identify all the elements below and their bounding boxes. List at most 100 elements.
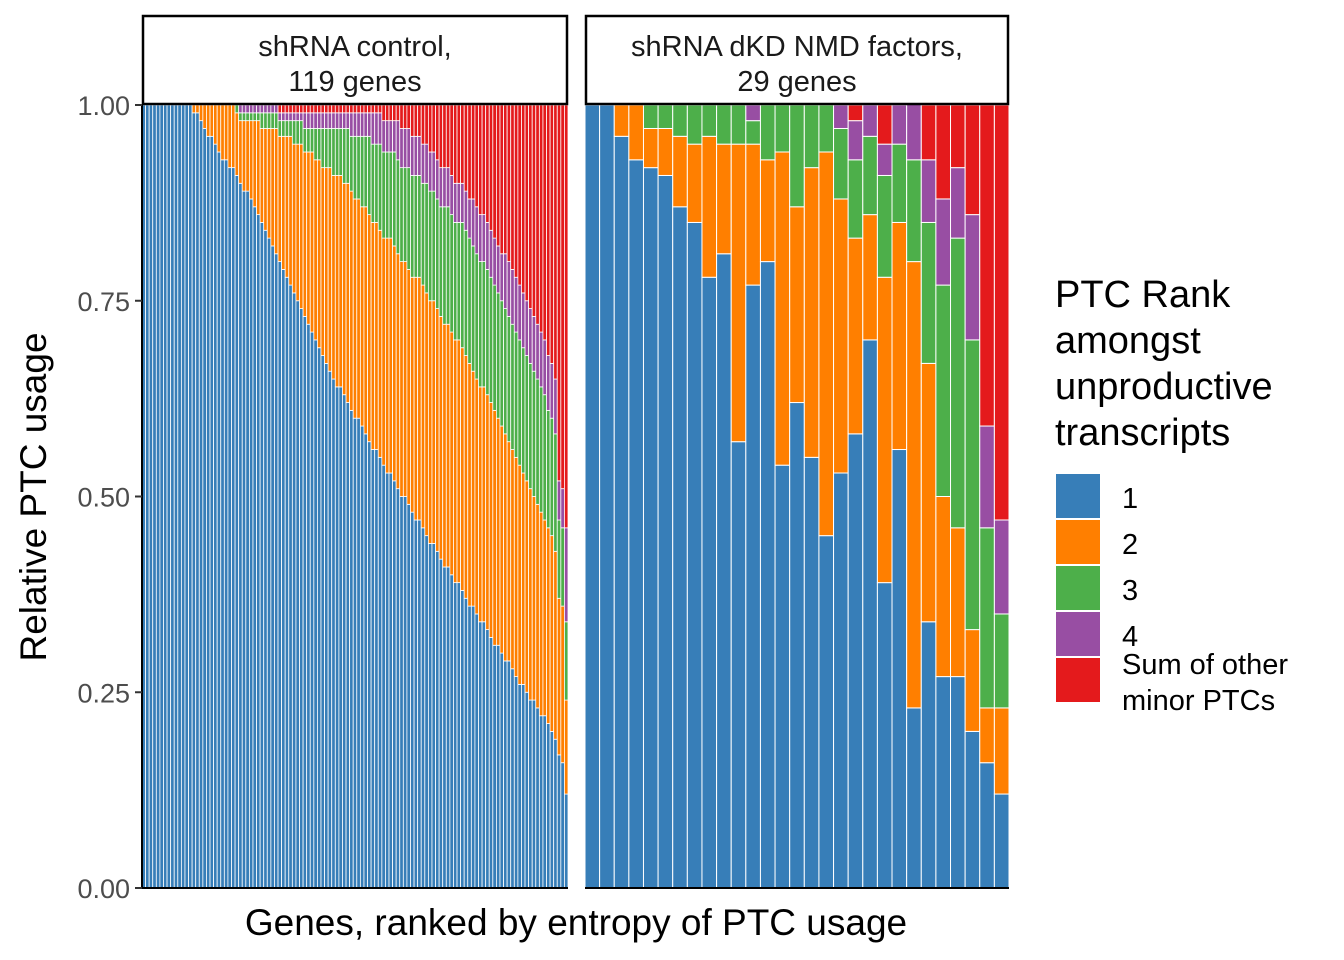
bar-segment-other xyxy=(876,104,893,145)
bar-segment-other xyxy=(313,104,318,114)
bar-segment-rank1 xyxy=(245,190,250,889)
bar-segment-rank1 xyxy=(935,676,952,889)
x-axis-title: Genes, ranked by entropy of PTC usage xyxy=(245,902,907,943)
bar-segment-rank1 xyxy=(306,323,311,889)
bar-segment-rank1 xyxy=(467,605,472,889)
bar-segment-rank2 xyxy=(402,261,408,497)
bar-segment-rank1 xyxy=(485,629,490,889)
bar-segment-rank2 xyxy=(213,104,218,145)
bar-segment-rank4 xyxy=(324,112,329,129)
bar-segment-rank4 xyxy=(542,339,547,396)
bar-segment-rank4 xyxy=(503,253,508,309)
bar-segment-rank2 xyxy=(195,104,200,114)
bar-segment-rank4 xyxy=(847,120,864,161)
bar-segment-rank3 xyxy=(274,112,279,129)
bar-segment-rank1 xyxy=(410,511,415,889)
bar-segment-rank1 xyxy=(266,237,272,889)
bar-segment-rank3 xyxy=(342,128,347,184)
bar-segment-rank3 xyxy=(964,339,981,631)
bar-segment-rank2 xyxy=(686,143,703,223)
bar-segment-rank3 xyxy=(302,128,308,153)
bar-segment-rank4 xyxy=(950,167,966,239)
bar-segment-rank1 xyxy=(449,574,454,889)
bar-segment-rank2 xyxy=(445,323,451,568)
bar-segment-rank2 xyxy=(463,355,469,599)
bar-segment-other xyxy=(395,104,401,122)
bar-segment-rank1 xyxy=(417,519,422,889)
bar-segment-other xyxy=(317,104,322,114)
bar-segment-other xyxy=(488,104,494,231)
bar-segment-rank4 xyxy=(309,112,315,129)
bar-segment-rank3 xyxy=(672,104,688,137)
bar-segment-rank1 xyxy=(270,245,275,889)
bar-segment-rank3 xyxy=(324,128,329,169)
bar-segment-rank1 xyxy=(628,159,644,889)
bar-segment-rank4 xyxy=(399,128,404,169)
bar-segment-rank1 xyxy=(876,582,893,889)
bar-segment-rank3 xyxy=(238,112,243,122)
bar-segment-rank2 xyxy=(642,127,659,169)
bar-segment-other xyxy=(399,104,404,129)
bar-segment-rank3 xyxy=(979,527,995,709)
bar-segment-rank4 xyxy=(363,112,368,137)
facet-strip-box xyxy=(141,14,569,106)
bar-segment-rank2 xyxy=(410,276,415,513)
bar-segment-other xyxy=(478,104,483,216)
bar-segment-rank2 xyxy=(216,104,222,153)
bar-segment-rank3 xyxy=(356,135,361,200)
bar-segment-rank4 xyxy=(256,104,261,114)
bar-segment-rank1 xyxy=(979,762,995,889)
bar-segment-rank2 xyxy=(657,127,674,176)
legend-item-rank4: 4 xyxy=(1056,612,1138,656)
bar-segment-rank2 xyxy=(306,151,311,325)
bar-segment-rank3 xyxy=(950,237,966,529)
bar-segment-rank4 xyxy=(535,323,540,380)
bar-segment-other xyxy=(920,104,937,161)
bar-segment-rank2 xyxy=(367,214,372,443)
bar-segment-rank2 xyxy=(485,394,490,631)
bar-segment-rank4 xyxy=(320,112,325,129)
bar-segment-rank2 xyxy=(833,198,849,474)
bar-segment-rank2 xyxy=(359,206,365,427)
bar-segment-rank3 xyxy=(406,167,411,270)
bar-segment-rank4 xyxy=(420,143,426,184)
bar-segment-rank4 xyxy=(456,182,462,223)
bar-segment-rank1 xyxy=(302,316,308,889)
bar-segment-rank1 xyxy=(460,590,465,889)
bar-segment-rank1 xyxy=(256,214,261,889)
bar-segment-other xyxy=(295,104,300,114)
bar-segment-rank4 xyxy=(862,104,878,137)
bar-segment-rank1 xyxy=(309,331,315,889)
bar-segment-rank2 xyxy=(413,276,419,521)
bar-segment-other xyxy=(499,104,504,255)
bar-segment-rank1 xyxy=(420,527,426,889)
bar-segment-other xyxy=(847,104,864,122)
bar-segment-rank3 xyxy=(503,308,508,435)
bar-segment-rank1 xyxy=(291,292,297,889)
bar-segment-rank2 xyxy=(538,511,544,717)
bar-segment-rank4 xyxy=(876,143,893,176)
bar-segment-rank3 xyxy=(453,222,458,341)
bar-segment-rank2 xyxy=(252,120,257,208)
bar-segment-rank1 xyxy=(453,582,458,889)
bar-segment-rank1 xyxy=(599,104,615,889)
bar-segment-rank2 xyxy=(342,182,347,396)
legend-label: 2 xyxy=(1122,529,1138,561)
bar-segment-rank3 xyxy=(474,253,479,380)
bar-segment-rank3 xyxy=(320,128,325,169)
bar-segment-rank3 xyxy=(862,135,878,216)
bar-segment-rank4 xyxy=(920,159,937,223)
bar-segment-rank3 xyxy=(891,143,908,223)
bar-segment-rank4 xyxy=(510,269,515,325)
bar-segment-rank3 xyxy=(445,206,451,325)
bar-segment-rank1 xyxy=(847,433,864,889)
bar-segment-rank2 xyxy=(503,433,508,662)
bar-segment-rank1 xyxy=(686,221,703,889)
y-tick-label: 0.75 xyxy=(77,287,130,317)
bar-segment-rank3 xyxy=(499,300,504,427)
bar-segment-rank1 xyxy=(564,793,569,889)
bar-segment-rank3 xyxy=(524,355,530,482)
bar-segment-rank1 xyxy=(513,676,519,889)
bar-segment-other xyxy=(309,104,315,114)
bar-segment-rank1 xyxy=(317,347,322,889)
